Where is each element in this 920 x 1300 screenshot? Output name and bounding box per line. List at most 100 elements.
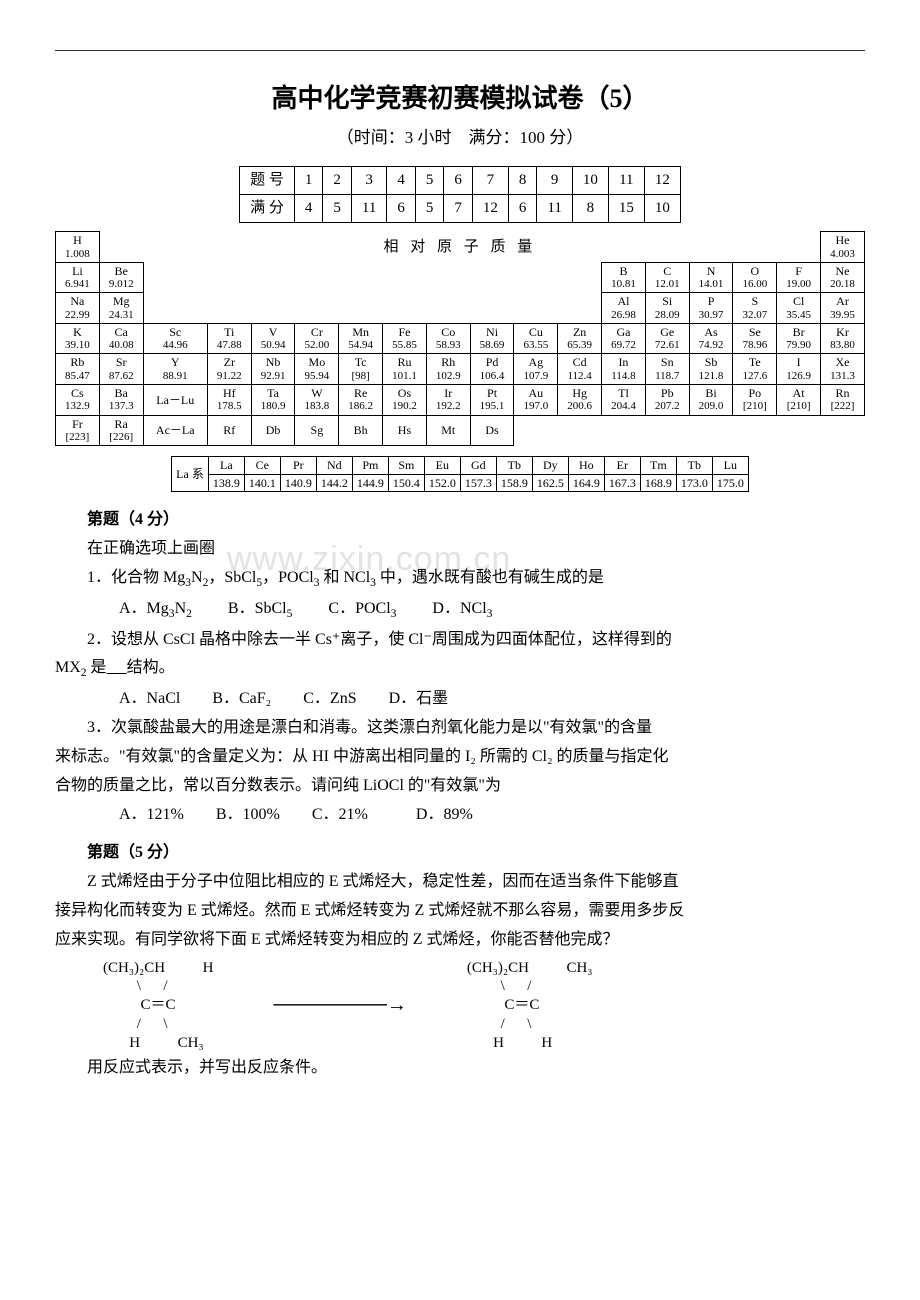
- la-mass: 175.0: [712, 474, 748, 491]
- score-cell: 15: [608, 194, 644, 222]
- blank-cell: [645, 415, 689, 446]
- blank-cell: [339, 293, 383, 324]
- la-label: La 系: [172, 457, 209, 492]
- la-sym: Gd: [460, 457, 496, 474]
- element-cell: I126.9: [777, 354, 821, 385]
- score-cell: 12: [644, 166, 680, 194]
- q2-p4: 用反应式表示，并写出反应条件。: [55, 1056, 865, 1081]
- element-cell: Os190.2: [383, 385, 427, 416]
- la-sym: Dy: [532, 457, 568, 474]
- element-cell: Xe131.3: [821, 354, 865, 385]
- blank-cell: [251, 293, 295, 324]
- element-cell: Mo95.94: [295, 354, 339, 385]
- score-cell: 11: [537, 194, 572, 222]
- score-cell: 5: [323, 194, 352, 222]
- la-sym: Pm: [352, 457, 388, 474]
- element-cell: At[210]: [777, 385, 821, 416]
- la-mass: 158.9: [496, 474, 532, 491]
- q2-p2: 接异构化而转变为 E 式烯烃。然而 E 式烯烃转变为 Z 式烯烃就不那么容易，需…: [55, 899, 865, 924]
- element-cell: Rb85.47: [56, 354, 100, 385]
- element-cell: Zn65.39: [558, 323, 602, 354]
- blank-cell: [470, 293, 514, 324]
- element-cell: N14.01: [689, 262, 733, 293]
- element-cell: As74.92: [689, 323, 733, 354]
- element-cell: La－Lu: [143, 385, 207, 416]
- element-cell: Si28.09: [645, 293, 689, 324]
- element-cell: C12.01: [645, 262, 689, 293]
- blank-cell: [514, 415, 558, 446]
- blank-cell: [295, 262, 339, 293]
- q2-head: 第题（5 分）: [55, 841, 865, 866]
- q1-2a: 2．设想从 CsCl 晶格中除去一半 Cs⁺离子，使 Cl⁻周围成为四面体配位，…: [55, 628, 865, 653]
- blank-cell: [426, 293, 470, 324]
- score-cell: 10: [572, 166, 608, 194]
- element-cell: Hf178.5: [207, 385, 251, 416]
- blank-cell: [207, 293, 251, 324]
- element-cell: Bh: [339, 415, 383, 446]
- q1-3-options: A．121% B．100% C．21% D．89%: [55, 803, 865, 828]
- element-cell: Cs132.9: [56, 385, 100, 416]
- la-mass: 167.3: [604, 474, 640, 491]
- element-cell: Li6.941: [56, 262, 100, 293]
- la-mass: 140.9: [280, 474, 316, 491]
- q1-2-options: A．NaCl B．CaF₂ C．ZnS D．石墨: [55, 687, 865, 712]
- element-cell: Ac－La: [143, 415, 207, 446]
- element-cell: P30.97: [689, 293, 733, 324]
- element-cell: Mt: [426, 415, 470, 446]
- element-cell: Kr83.80: [821, 323, 865, 354]
- element-cell: Ge72.61: [645, 323, 689, 354]
- element-cell: Al26.98: [602, 293, 646, 324]
- score-cell: 8: [508, 166, 537, 194]
- element-cell: H1.008: [56, 232, 100, 263]
- element-cell: Ba137.3: [99, 385, 143, 416]
- element-cell: Na22.99: [56, 293, 100, 324]
- blank-cell: [514, 262, 558, 293]
- element-cell: Ne20.18: [821, 262, 865, 293]
- element-cell: F19.00: [777, 262, 821, 293]
- la-sym: Ho: [568, 457, 604, 474]
- element-cell: Mg24.31: [99, 293, 143, 324]
- element-cell: Pb207.2: [645, 385, 689, 416]
- blank-cell: [339, 262, 383, 293]
- la-sym: Nd: [316, 457, 352, 474]
- element-cell: Au197.0: [514, 385, 558, 416]
- blank-cell: [821, 415, 865, 446]
- molecule-right: (CH₃)₂CH CH₃ \ / C＝C / \ H H: [467, 959, 593, 1053]
- la-mass: 138.9: [208, 474, 244, 491]
- element-cell: K39.10: [56, 323, 100, 354]
- element-cell: Rn[222]: [821, 385, 865, 416]
- element-cell: Db: [251, 415, 295, 446]
- molecule-left: (CH₃)₂CH H \ / C＝C / \ H CH₃: [103, 959, 213, 1053]
- element-cell: Sn118.7: [645, 354, 689, 385]
- element-cell: B10.81: [602, 262, 646, 293]
- element-cell: Ga69.72: [602, 323, 646, 354]
- q1-1-options: A．Mg3N2 B．SbCl5 C．POCl3 D．NCl3: [55, 597, 865, 624]
- element-cell: Cl35.45: [777, 293, 821, 324]
- score-cell: 3: [351, 166, 386, 194]
- element-cell: Tl204.4: [602, 385, 646, 416]
- blank-cell: [602, 415, 646, 446]
- element-cell: Se78.96: [733, 323, 777, 354]
- element-cell: Ar39.95: [821, 293, 865, 324]
- la-sym: Er: [604, 457, 640, 474]
- element-cell: Y88.91: [143, 354, 207, 385]
- blank-cell: [558, 262, 602, 293]
- score-cell: 4: [294, 194, 323, 222]
- la-sym: Ce: [244, 457, 280, 474]
- element-cell: S32.07: [733, 293, 777, 324]
- element-cell: Sr87.62: [99, 354, 143, 385]
- lanthanide-row: La 系LaCePrNdPmSmEuGdTbDyHoErTmTbLu 138.9…: [171, 456, 749, 492]
- q1-3a: 3．次氯酸盐最大的用途是漂白和消毒。这类漂白剂氧化能力是以"有效氯"的含量: [55, 716, 865, 741]
- la-mass: 168.9: [640, 474, 676, 491]
- element-cell: Nb92.91: [251, 354, 295, 385]
- element-cell: Ag107.9: [514, 354, 558, 385]
- blank-cell: [777, 415, 821, 446]
- element-cell: Be9.012: [99, 262, 143, 293]
- q2-p3: 应来实现。有同学欲将下面 E 式烯烃转变为相应的 Z 式烯烃，你能否替他完成？: [55, 928, 865, 953]
- element-cell: In114.8: [602, 354, 646, 385]
- element-cell: Rh102.9: [426, 354, 470, 385]
- reaction-scheme: (CH₃)₂CH H \ / C＝C / \ H CH₃ ────────→ (…: [103, 959, 865, 1053]
- blank-cell: [251, 262, 295, 293]
- blank-cell: [207, 262, 251, 293]
- score-cell: 5: [415, 166, 444, 194]
